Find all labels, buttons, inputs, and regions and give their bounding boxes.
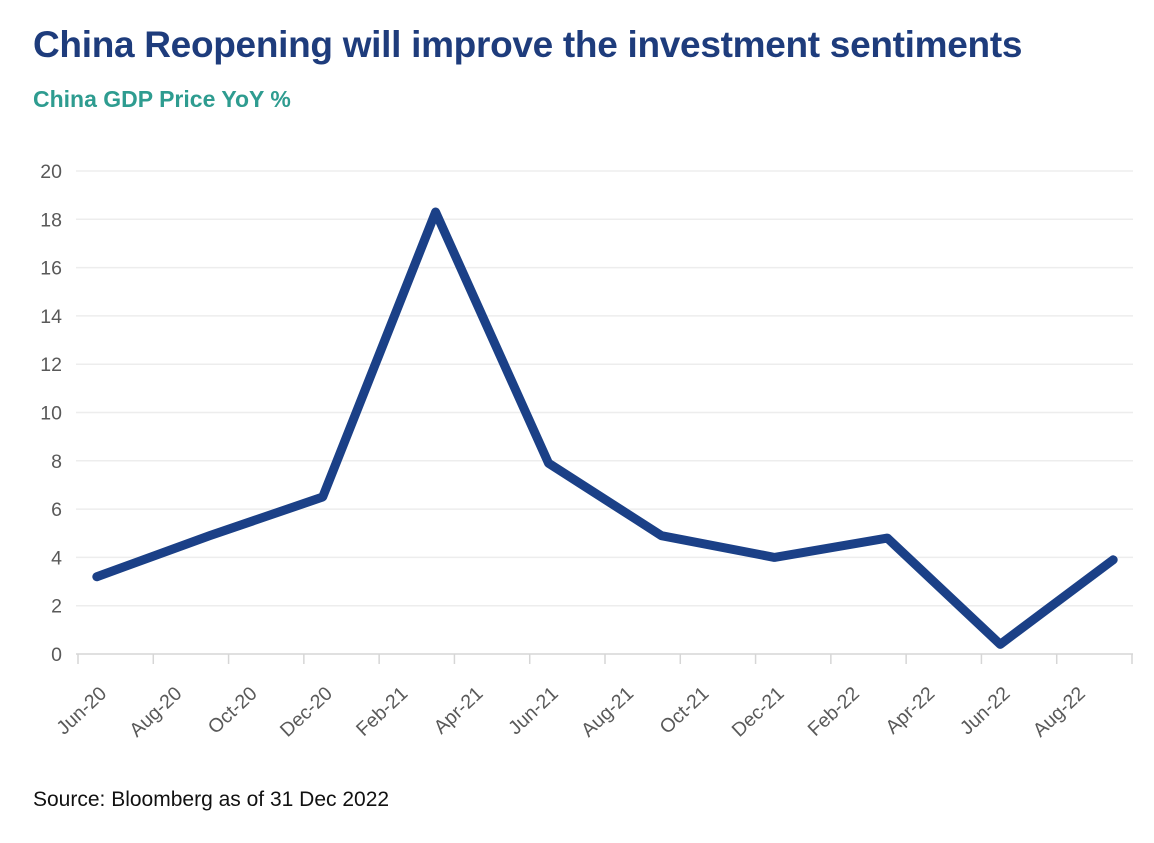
y-tick-label: 4 xyxy=(51,547,62,569)
y-tick-label: 8 xyxy=(51,451,62,473)
x-tick-label: Aug-20 xyxy=(125,682,186,741)
x-tick-label: Jun-20 xyxy=(52,682,111,739)
gdp-data-line xyxy=(92,207,1118,649)
y-tick-label: 2 xyxy=(51,596,62,618)
x-tick-label: Feb-22 xyxy=(804,683,864,741)
y-tick-label: 20 xyxy=(40,161,62,183)
y-tick-label: 0 xyxy=(51,644,62,666)
chart-subtitle: China GDP Price YoY % xyxy=(33,86,291,112)
y-tick-label: 18 xyxy=(40,209,62,231)
y-tick-label: 10 xyxy=(40,403,62,425)
y-tick-label: 12 xyxy=(40,354,62,376)
x-tick-label: Aug-21 xyxy=(577,683,638,742)
x-tick-label: Jun-22 xyxy=(956,683,1015,740)
x-tick-label: Jun-21 xyxy=(504,683,563,740)
x-tick-label: Dec-20 xyxy=(276,682,337,741)
chart-title: China Reopening will improve the investm… xyxy=(33,24,1023,65)
x-tick-label: Dec-21 xyxy=(728,683,789,742)
x-tick-label: Apr-22 xyxy=(881,683,939,739)
source-note: Source: Bloomberg as of 31 Dec 2022 xyxy=(33,788,390,811)
x-tick-label: Feb-21 xyxy=(352,683,412,741)
x-tick-label: Oct-20 xyxy=(204,682,262,738)
y-tick-label: 16 xyxy=(40,258,62,280)
y-tick-label: 6 xyxy=(51,499,62,521)
y-tick-label: 14 xyxy=(40,306,62,328)
x-tick-label: Aug-22 xyxy=(1029,683,1090,742)
x-tick-label: Apr-21 xyxy=(430,683,488,739)
x-tick-label: Oct-21 xyxy=(656,683,714,739)
